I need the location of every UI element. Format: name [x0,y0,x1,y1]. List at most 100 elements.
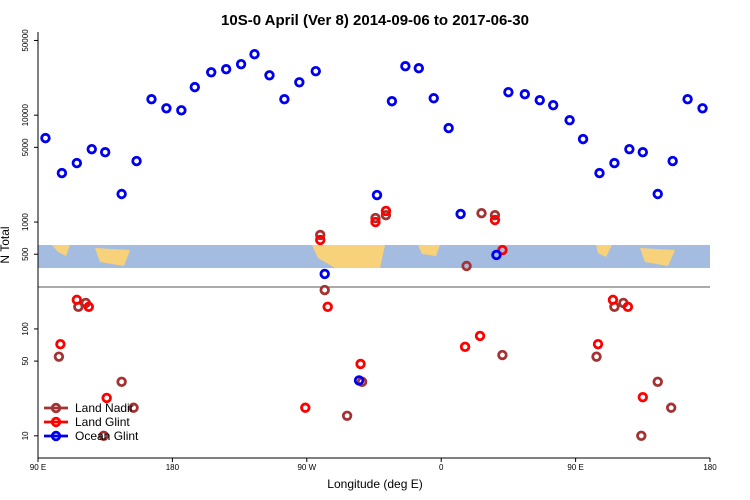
point [116,376,127,388]
point [380,209,392,221]
point [315,234,326,246]
point [455,208,466,220]
point [300,402,311,413]
point [264,70,275,81]
point [503,87,514,98]
point [491,249,502,261]
point [380,205,392,217]
point [637,391,648,403]
map-band [38,245,710,268]
point [322,301,333,313]
y-axis-label: N Total [0,226,12,263]
point [341,410,353,421]
point [370,212,381,224]
point [476,208,487,219]
point [577,133,589,145]
point [622,301,634,313]
point [443,122,454,134]
point [83,301,94,313]
y-tick-label: 1000 [21,213,30,231]
x-tick-label: 0 [439,463,444,472]
point [636,430,647,442]
point [161,103,172,114]
point [591,351,602,362]
point [474,330,486,342]
point [355,358,366,370]
y-tick-label: 10000 [21,103,30,126]
legend-marker [50,402,62,414]
point [489,209,501,221]
point [176,105,187,116]
y-tick-label: 100 [21,322,30,336]
point [461,260,472,272]
point [249,48,260,60]
point [386,96,398,107]
legend-marker [50,416,62,428]
x-tick-label: 180 [703,463,717,472]
y-tick-label: 500 [21,247,30,261]
point [428,93,439,104]
point [697,103,708,114]
point [56,167,68,179]
point [609,157,620,169]
x-tick-label: 90 E [30,463,46,472]
point [637,147,648,158]
point [564,115,575,126]
point [682,94,693,105]
point [53,351,65,362]
point [652,376,663,388]
x-tick-label: 90 W [297,463,316,472]
x-axis-label: Longitude (deg E) [327,477,422,491]
point [189,81,200,93]
point [370,216,381,228]
point [592,338,604,350]
point [497,244,508,256]
point [665,402,677,413]
point [353,375,365,386]
point [459,341,471,353]
legend-label: Ocean Glint [75,429,139,443]
point [206,67,217,78]
point [594,167,605,179]
x-tick-label: 180 [166,463,180,472]
point [519,89,531,100]
point [220,64,232,75]
point [128,402,139,413]
point [101,392,112,404]
y-tick-label: 50000 [21,29,30,52]
point [489,214,501,226]
point [371,189,383,201]
legend-label: Land Nadir [75,401,134,415]
x-tick-label: 90 E [567,463,583,472]
point [294,77,305,88]
point [319,268,330,280]
point [497,349,508,361]
point [55,338,66,350]
point [413,63,424,74]
point [315,229,326,241]
point [667,155,678,167]
point [40,132,51,144]
point [652,188,663,200]
point [86,143,97,155]
point [71,157,83,169]
point [607,294,619,306]
point [235,58,247,70]
y-tick-label: 5000 [21,138,30,156]
point [146,94,157,105]
point [534,95,545,106]
point [548,99,559,111]
y-tick-label: 10 [21,431,30,440]
point [116,188,127,200]
point [131,155,142,167]
chart-title: 10S-0 April (Ver 8) 2014-09-06 to 2017-0… [221,12,529,29]
point [624,143,635,155]
point [310,65,321,77]
point [319,284,330,296]
point [98,430,109,442]
legend-marker [50,430,62,442]
y-tick-label: 50 [21,356,30,365]
point [279,94,290,105]
point [400,61,411,72]
